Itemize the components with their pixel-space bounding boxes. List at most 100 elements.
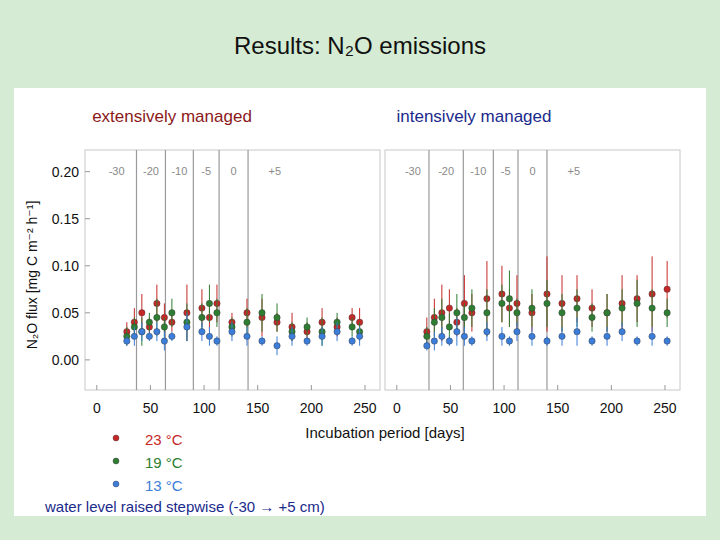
y-tick-label: 0.10 — [52, 258, 79, 274]
data-point — [529, 305, 535, 311]
data-point — [634, 300, 640, 306]
data-point — [664, 338, 670, 344]
x-tick — [204, 385, 205, 390]
data-point — [506, 338, 512, 344]
data-point — [139, 328, 145, 334]
phase-boundary — [428, 150, 429, 390]
legend-label: 13 °C — [145, 477, 183, 494]
error-bar — [434, 299, 435, 337]
data-point — [484, 328, 490, 334]
data-point — [154, 328, 160, 334]
y-tick — [85, 218, 90, 219]
data-point — [589, 314, 595, 320]
x-tick — [504, 385, 505, 390]
data-point — [139, 328, 145, 334]
error-bar — [322, 318, 323, 346]
data-point — [589, 338, 595, 344]
data-point — [139, 310, 145, 316]
y-tick-label: 0.00 — [52, 352, 79, 368]
data-point — [161, 324, 167, 330]
x-tick — [450, 385, 451, 390]
series — [124, 285, 363, 346]
data-point — [446, 305, 452, 311]
plot-frame — [85, 150, 380, 390]
x-tick-label: 50 — [143, 400, 159, 416]
data-point — [319, 333, 325, 339]
x-axis-label: Incubation period [days] — [305, 424, 464, 441]
data-point — [574, 328, 580, 334]
x-tick-label: 250 — [353, 400, 377, 416]
data-point — [454, 310, 460, 316]
slide-title: Results: N₂O emissions — [234, 32, 486, 59]
x-tick-label: 150 — [546, 400, 570, 416]
data-point — [514, 310, 520, 316]
data-point — [574, 305, 580, 311]
legend-marker — [113, 481, 119, 487]
phase-boundary — [517, 150, 518, 390]
data-point — [259, 338, 265, 344]
series — [124, 285, 363, 341]
phase-label: +5 — [269, 165, 282, 177]
y-tick — [85, 171, 90, 172]
error-bar — [501, 266, 502, 322]
y-tick-label: 0.15 — [52, 211, 79, 227]
x-tick — [557, 385, 558, 390]
x-tick-label: 0 — [393, 400, 401, 416]
data-point — [154, 314, 160, 320]
phase-label: 0 — [529, 165, 535, 177]
y-axis-label: N₂O flux [mg C m⁻² h⁻¹] — [24, 201, 40, 350]
data-point — [304, 338, 310, 344]
data-point — [124, 338, 130, 344]
data-point — [544, 338, 550, 344]
data-point — [439, 314, 445, 320]
phase-label: +5 — [568, 165, 581, 177]
error-bar — [186, 303, 187, 341]
legend-marker — [113, 458, 119, 464]
data-point — [131, 333, 137, 339]
panel: intensively managed050100150200250-30-20… — [385, 107, 680, 416]
series — [124, 313, 363, 355]
series — [424, 256, 671, 345]
panel-title: extensively managed — [92, 107, 252, 126]
phase-boundary — [193, 150, 194, 390]
data-point — [424, 333, 430, 339]
y-tick-label: 0.20 — [52, 164, 79, 180]
data-point — [446, 338, 452, 344]
legend-label: 23 °C — [145, 431, 183, 448]
phase-boundary — [463, 150, 464, 390]
y-tick — [85, 312, 90, 313]
data-point — [161, 338, 167, 344]
data-point — [619, 305, 625, 311]
series — [424, 270, 671, 345]
phase-label: -20 — [143, 165, 159, 177]
data-point — [484, 310, 490, 316]
data-point — [206, 300, 212, 306]
x-tick-label: 100 — [192, 400, 216, 416]
data-point — [199, 328, 205, 334]
slide: Results: N₂O emissions extensively manage… — [0, 0, 720, 540]
x-tick — [364, 385, 365, 390]
data-point — [214, 338, 220, 344]
data-point — [206, 333, 212, 339]
phase-boundary — [165, 150, 166, 390]
error-bar — [186, 285, 187, 341]
data-point — [431, 319, 437, 325]
error-bar — [464, 275, 465, 331]
data-point — [349, 324, 355, 330]
phase-label: -30 — [405, 165, 421, 177]
data-point — [446, 324, 452, 330]
data-point — [169, 310, 175, 316]
x-tick — [396, 385, 397, 390]
phase-label: -5 — [501, 165, 511, 177]
data-point — [274, 343, 280, 349]
x-tick-label: 0 — [93, 400, 101, 416]
x-tick — [664, 385, 665, 390]
data-point — [334, 328, 340, 334]
phase-label: -20 — [438, 165, 454, 177]
data-point — [469, 305, 475, 311]
data-point — [604, 333, 610, 339]
data-point — [529, 333, 535, 339]
data-point — [244, 333, 250, 339]
series — [424, 318, 671, 351]
data-point — [289, 333, 295, 339]
